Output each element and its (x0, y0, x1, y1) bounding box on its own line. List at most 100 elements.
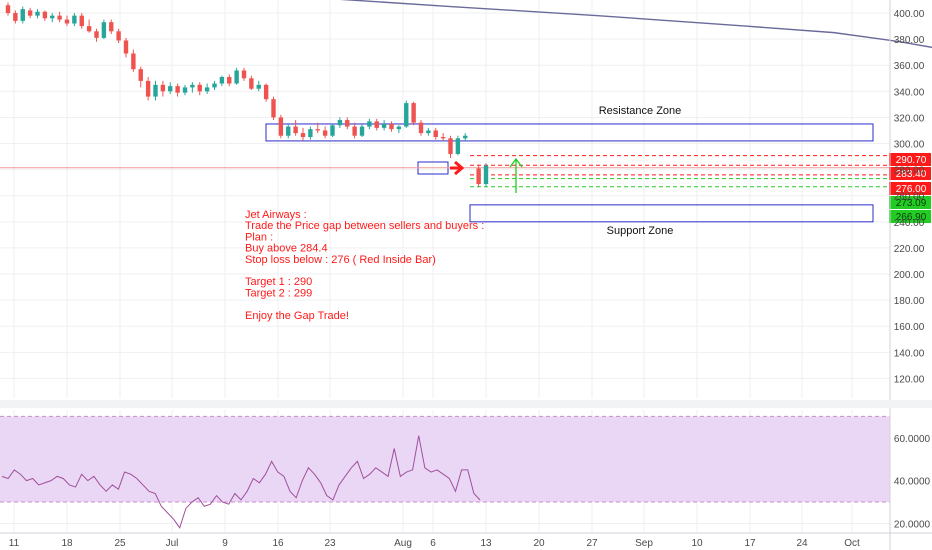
candle-up (20, 9, 25, 21)
time-tick-label: 9 (222, 538, 228, 549)
candle-up (330, 125, 335, 136)
candle-down (175, 86, 180, 93)
candle-down (27, 10, 33, 16)
note-line: Target 2 : 299 (245, 287, 312, 299)
rsi-tick-label: 60.0000 (894, 434, 931, 445)
note-line: Enjoy the Gap Trade! (245, 310, 349, 322)
price-tick-label: 340.00 (894, 87, 925, 98)
time-tick-label: 18 (61, 538, 73, 549)
candle-down (352, 126, 357, 136)
candle-up (153, 84, 158, 97)
sma-line (339, 0, 932, 49)
candle-down (197, 84, 202, 92)
price-tag-bg (889, 153, 931, 166)
time-tick-label: Oct (844, 538, 860, 549)
candle-down (389, 123, 394, 130)
price-tick-label: 220.00 (894, 244, 925, 255)
candle-down (249, 78, 254, 89)
sma-polyline (339, 0, 932, 49)
pane-separator (0, 400, 932, 408)
price-tag: 266.90 (896, 212, 927, 223)
candle-down (263, 84, 269, 100)
candle-up (337, 120, 343, 126)
candle-down (322, 130, 328, 136)
candle-up (182, 87, 188, 93)
price-tag-bg (889, 196, 931, 209)
gap-arrow (450, 160, 465, 176)
price-tick-label: 200.00 (894, 270, 925, 281)
candle-down (116, 31, 121, 41)
candle-up (483, 165, 489, 184)
candle-down (440, 137, 446, 139)
candle-down (374, 121, 379, 128)
candle-down (79, 15, 84, 27)
candle-down (433, 130, 438, 138)
time-tick-label: 23 (324, 538, 336, 549)
candle-down (300, 133, 306, 138)
time-tick-label: 11 (9, 538, 20, 549)
candle-up (367, 121, 372, 127)
candle-up (455, 138, 461, 154)
price-tick-label: 320.00 (894, 113, 925, 124)
candle-down (145, 80, 151, 97)
candle-up (308, 129, 313, 138)
candle-up (219, 76, 225, 84)
price-tick-label: 380.00 (894, 35, 925, 46)
candle-down (94, 31, 99, 38)
time-tick-label: Sep (635, 538, 653, 549)
time-tick-label: 24 (796, 538, 808, 549)
candle-down (411, 103, 416, 123)
candle-down (57, 15, 62, 20)
rsi-line (1, 435, 481, 529)
price-tick-label: 280.00 (894, 166, 925, 177)
price-tick-label: 180.00 (894, 296, 925, 307)
candle-up (190, 84, 195, 88)
price-tag: 273.09 (896, 198, 927, 209)
time-tick-label: Jul (166, 538, 179, 549)
rsi-band-fill (0, 416, 890, 503)
candle-down (131, 53, 136, 70)
candle-up (359, 126, 365, 136)
rsi-band (0, 415, 890, 503)
candle-down (123, 40, 129, 54)
rsi-tick-label: 20.0000 (894, 519, 931, 530)
price-tag-bg (889, 182, 931, 195)
candle-down (109, 22, 114, 32)
price-tag-bg (889, 167, 931, 180)
note-line: Target 1 : 290 (245, 276, 312, 288)
support-zone-box (469, 204, 874, 223)
note-line: Trade the Price gap between sellers and … (245, 220, 484, 232)
candle-up (168, 86, 173, 92)
candle-down (64, 19, 70, 24)
price-tag: 290.70 (896, 155, 927, 166)
candle-up (72, 15, 77, 24)
note-line: Plan : (245, 231, 273, 243)
candle-up (396, 126, 402, 130)
candle-down (271, 99, 276, 118)
candle-up (381, 123, 387, 128)
candle-up (234, 70, 239, 84)
candle-down (345, 120, 350, 127)
time-tick-label: 25 (114, 538, 126, 549)
time-tick-label: 6 (430, 538, 436, 549)
support-zone-label: Support Zone (607, 225, 674, 237)
candle-up (50, 15, 55, 19)
price-tick-label: 160.00 (894, 322, 925, 333)
candle-down (241, 70, 247, 79)
candle-down (315, 129, 320, 131)
zones: Resistance Zone Support Zone (265, 105, 874, 237)
candle-down (86, 26, 92, 32)
time-tick-label: 10 (691, 538, 703, 549)
resistance-zone-box (265, 123, 874, 142)
candle-down (5, 5, 11, 14)
annotation-note: Jet Airways :Trade the Price gap between… (245, 209, 484, 322)
candle-down (160, 84, 166, 92)
candle-up (463, 135, 468, 139)
candle-down (293, 126, 298, 134)
resistance-zone-label: Resistance Zone (599, 105, 682, 117)
candle-down (418, 122, 424, 134)
price-tick-label: 300.00 (894, 140, 925, 151)
note-line: Buy above 284.4 (245, 243, 328, 255)
